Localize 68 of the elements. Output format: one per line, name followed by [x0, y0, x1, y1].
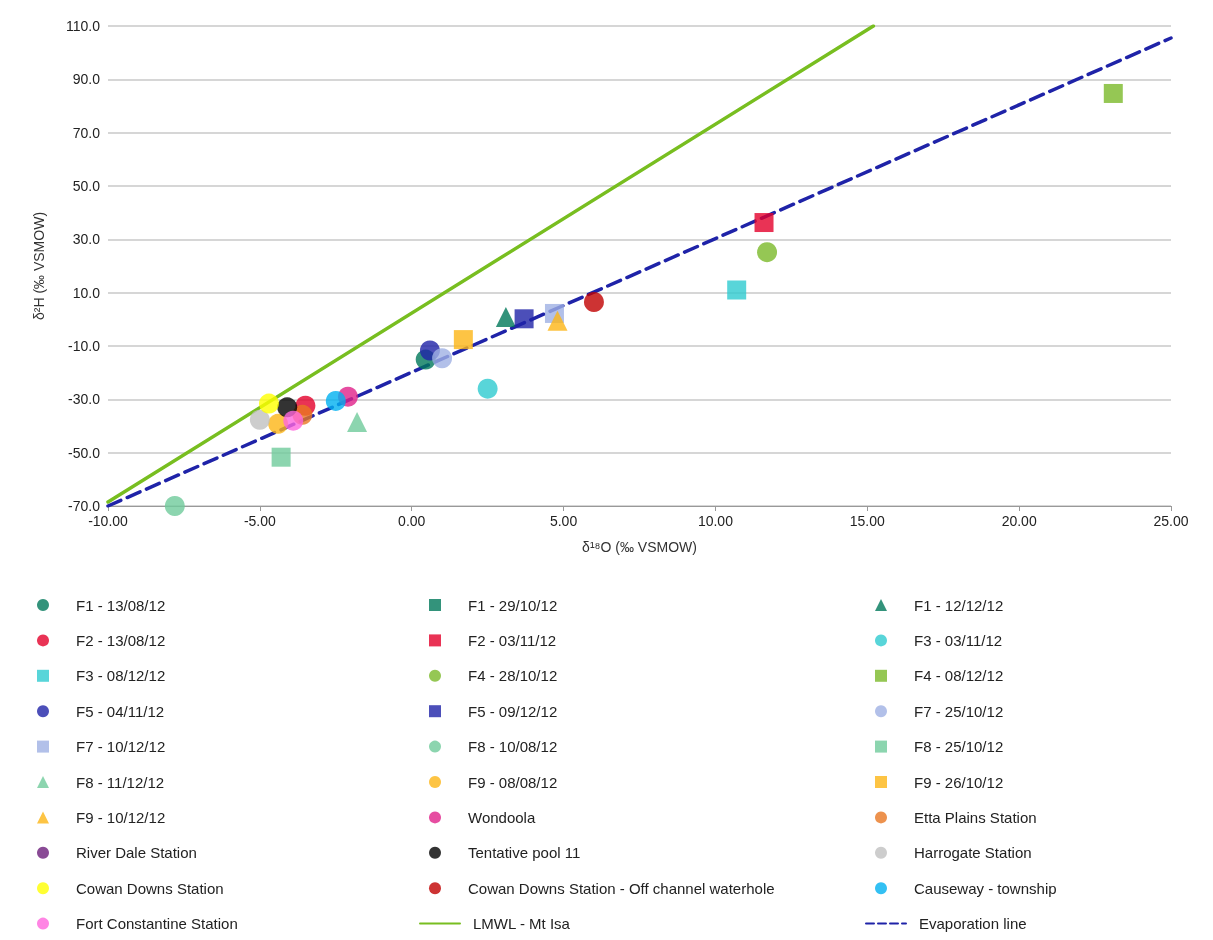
legend-label: Cowan Downs Station — [76, 879, 224, 897]
legend-label: Harrogate Station — [914, 844, 1032, 862]
legend-label: F7 - 25/10/12 — [914, 702, 1004, 720]
legend-label: F4 - 08/12/12 — [914, 667, 1004, 685]
point — [283, 410, 304, 431]
y-axis-title: δ²H (‰ VSMOW) — [31, 211, 47, 321]
point — [547, 310, 568, 331]
y-tick-label: 90.0 — [72, 71, 101, 88]
y-tick-label: 50.0 — [72, 178, 101, 194]
y-tick-label: 30.0 — [72, 231, 101, 248]
point — [347, 412, 368, 432]
y-tick-label: -50.0 — [68, 444, 101, 461]
legend-label: F1 - 29/10/12 — [468, 596, 558, 614]
point — [583, 292, 604, 312]
legend-label: LMWL - Mt Isa — [473, 915, 571, 933]
y-tick-label: -30.0 — [68, 391, 101, 408]
point — [164, 496, 185, 516]
point — [325, 390, 346, 411]
legend-label: F9 - 08/08/12 — [468, 773, 558, 791]
legend-label: F2 - 03/11/12 — [468, 631, 557, 649]
legend-label: Etta Plains Station — [914, 808, 1037, 826]
y-tick-label: 10.0 — [72, 284, 101, 301]
x-tick-label: 15.00 — [849, 513, 886, 529]
legend-label: F1 - 13/08/12 — [76, 596, 166, 614]
legend-label: Evaporation line — [919, 915, 1027, 933]
point — [249, 409, 270, 430]
x-tick-label: 10.00 — [697, 513, 734, 529]
x-tick-label: 25.00 — [1153, 513, 1189, 529]
x-tick-label: 20.00 — [1001, 513, 1037, 529]
y-tick-label: -70.0 — [68, 498, 101, 514]
legend-label: F4 - 28/10/12 — [468, 667, 558, 685]
point — [1103, 83, 1123, 103]
x-tick-label: -5.00 — [243, 513, 277, 529]
y-tick-label: -10.0 — [68, 338, 101, 354]
point — [727, 280, 747, 300]
point — [271, 447, 291, 467]
legend-label: F9 - 26/10/12 — [914, 773, 1004, 791]
legend-label: F3 - 08/12/12 — [76, 667, 166, 685]
legend-label: F2 - 13/08/12 — [76, 631, 166, 649]
x-axis-title: δ¹⁸O (‰ VSMOW) — [582, 539, 697, 555]
legend-label: F8 - 11/12/12 — [76, 773, 165, 791]
y-tick-label: 70.0 — [72, 124, 101, 141]
legend-label: Tentative pool 11 — [468, 844, 581, 862]
legend-label: F7 - 10/12/12 — [76, 738, 166, 756]
legend-label: Fort Constantine Station — [76, 915, 238, 933]
y-tick-label: 110.0 — [66, 18, 101, 34]
x-tick-label: 5.00 — [549, 513, 578, 529]
x-tick-label: 0.00 — [398, 513, 426, 529]
legend-label: F5 - 09/12/12 — [468, 702, 558, 720]
legend-label: Causeway - township — [914, 879, 1057, 897]
point — [495, 306, 516, 327]
legend-label: F1 - 12/12/12 — [914, 596, 1004, 614]
point — [477, 378, 498, 399]
legend-label: River Dale Station — [76, 844, 197, 862]
point — [258, 393, 279, 414]
legend-label: F9 - 10/12/12 — [76, 808, 166, 826]
point — [453, 330, 473, 350]
point — [754, 213, 774, 233]
point — [432, 348, 453, 369]
x-tick-label: -10.00 — [88, 513, 129, 529]
legend-label: F5 - 04/11/12 — [76, 702, 165, 720]
legend-label: Wondoola — [468, 808, 536, 826]
legend-label: F8 - 25/10/12 — [914, 738, 1004, 756]
legend-label: Cowan Downs Station - Off channel waterhole — [468, 879, 775, 897]
point — [757, 242, 778, 263]
legend-label: F3 - 03/11/12 — [914, 631, 1003, 649]
legend-label: F8 - 10/08/12 — [468, 738, 558, 756]
point — [514, 309, 534, 329]
